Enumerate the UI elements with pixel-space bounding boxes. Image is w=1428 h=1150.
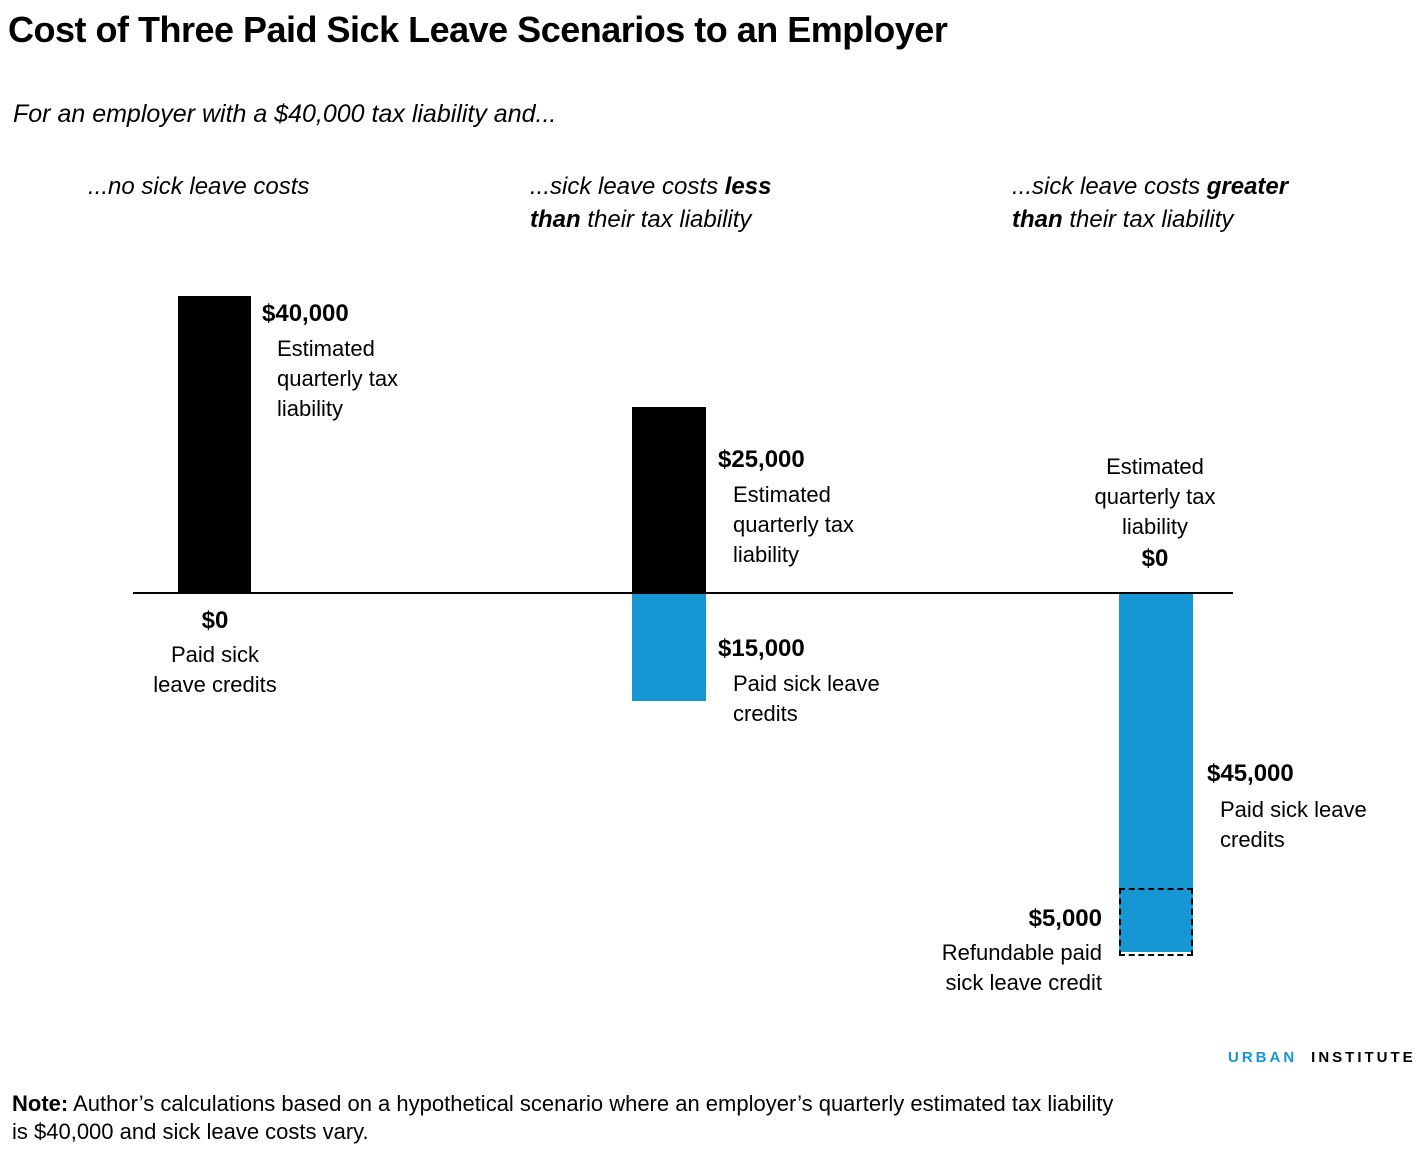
scenario-2-header-rest: their tax liability — [580, 206, 752, 233]
scenario-3-header-text: ...sick leave costs — [1012, 173, 1207, 200]
box-refundable-credit-scenario-3 — [1119, 888, 1193, 956]
scenario-2-header-bold: less than — [530, 173, 772, 233]
scenario-3-tax-label: Estimated quarterly tax liability — [1094, 454, 1216, 539]
scenario-1-tax-value: $40,000 — [262, 300, 349, 327]
bar-tax-liability-scenario-1 — [178, 296, 251, 593]
note-body: Author’s calculations based on a hypothe… — [12, 1091, 1114, 1144]
scenario-1-tax-label: Estimated quarterly tax liability — [277, 336, 399, 421]
scenario-3-refundable-value: $5,000 — [1028, 905, 1102, 932]
chart-subtitle: For an employer with a $40,000 tax liabi… — [13, 100, 557, 128]
scenario-3-header-rest: their tax liability — [1062, 206, 1234, 233]
chart-title: Cost of Three Paid Sick Leave Scenarios … — [8, 9, 948, 50]
bar-tax-liability-scenario-2 — [632, 407, 706, 593]
scenario-1-credits-label: Paid sick leave credits — [153, 642, 277, 697]
note-text: Note: Author’s calculations based on a h… — [12, 1090, 1172, 1146]
scenario-1-header-text: ...no sick leave costs — [88, 173, 310, 200]
bar-sick-leave-credits-scenario-3 — [1119, 594, 1193, 952]
baseline-axis — [133, 592, 1233, 594]
scenario-3-header: ...sick leave costs greater than their t… — [1012, 170, 1288, 236]
scenario-2-header-text: ...sick leave costs — [530, 173, 725, 200]
scenario-1-credits-value: $0 — [201, 607, 229, 634]
scenario-3-header-bold: greater than — [1012, 173, 1289, 233]
scenario-3-tax-value: $0 — [1141, 545, 1169, 572]
scenario-2-credits-value: $15,000 — [718, 635, 805, 662]
scenario-2-credits-label: Paid sick leave credits — [733, 671, 880, 726]
scenario-2-header: ...sick leave costs less than their tax … — [530, 170, 771, 236]
scenario-1-header: ...no sick leave costs — [88, 170, 309, 203]
scenario-2-tax-label: Estimated quarterly tax liability — [733, 482, 855, 567]
bar-sick-leave-credits-scenario-2 — [632, 594, 706, 701]
scenario-2-tax-value: $25,000 — [718, 446, 805, 473]
urban-institute-logo: URBAN INSTITUTE — [1228, 1049, 1416, 1066]
scenario-3-refundable-label: Refundable paid sick leave credit — [941, 940, 1102, 995]
scenario-3-credits-value: $45,000 — [1207, 760, 1294, 787]
logo-word-urban: URBAN — [1228, 1049, 1298, 1066]
scenario-3-credits-label: Paid sick leave credits — [1220, 797, 1367, 852]
logo-word-institute: INSTITUTE — [1311, 1049, 1416, 1066]
note-label: Note: — [12, 1091, 69, 1116]
